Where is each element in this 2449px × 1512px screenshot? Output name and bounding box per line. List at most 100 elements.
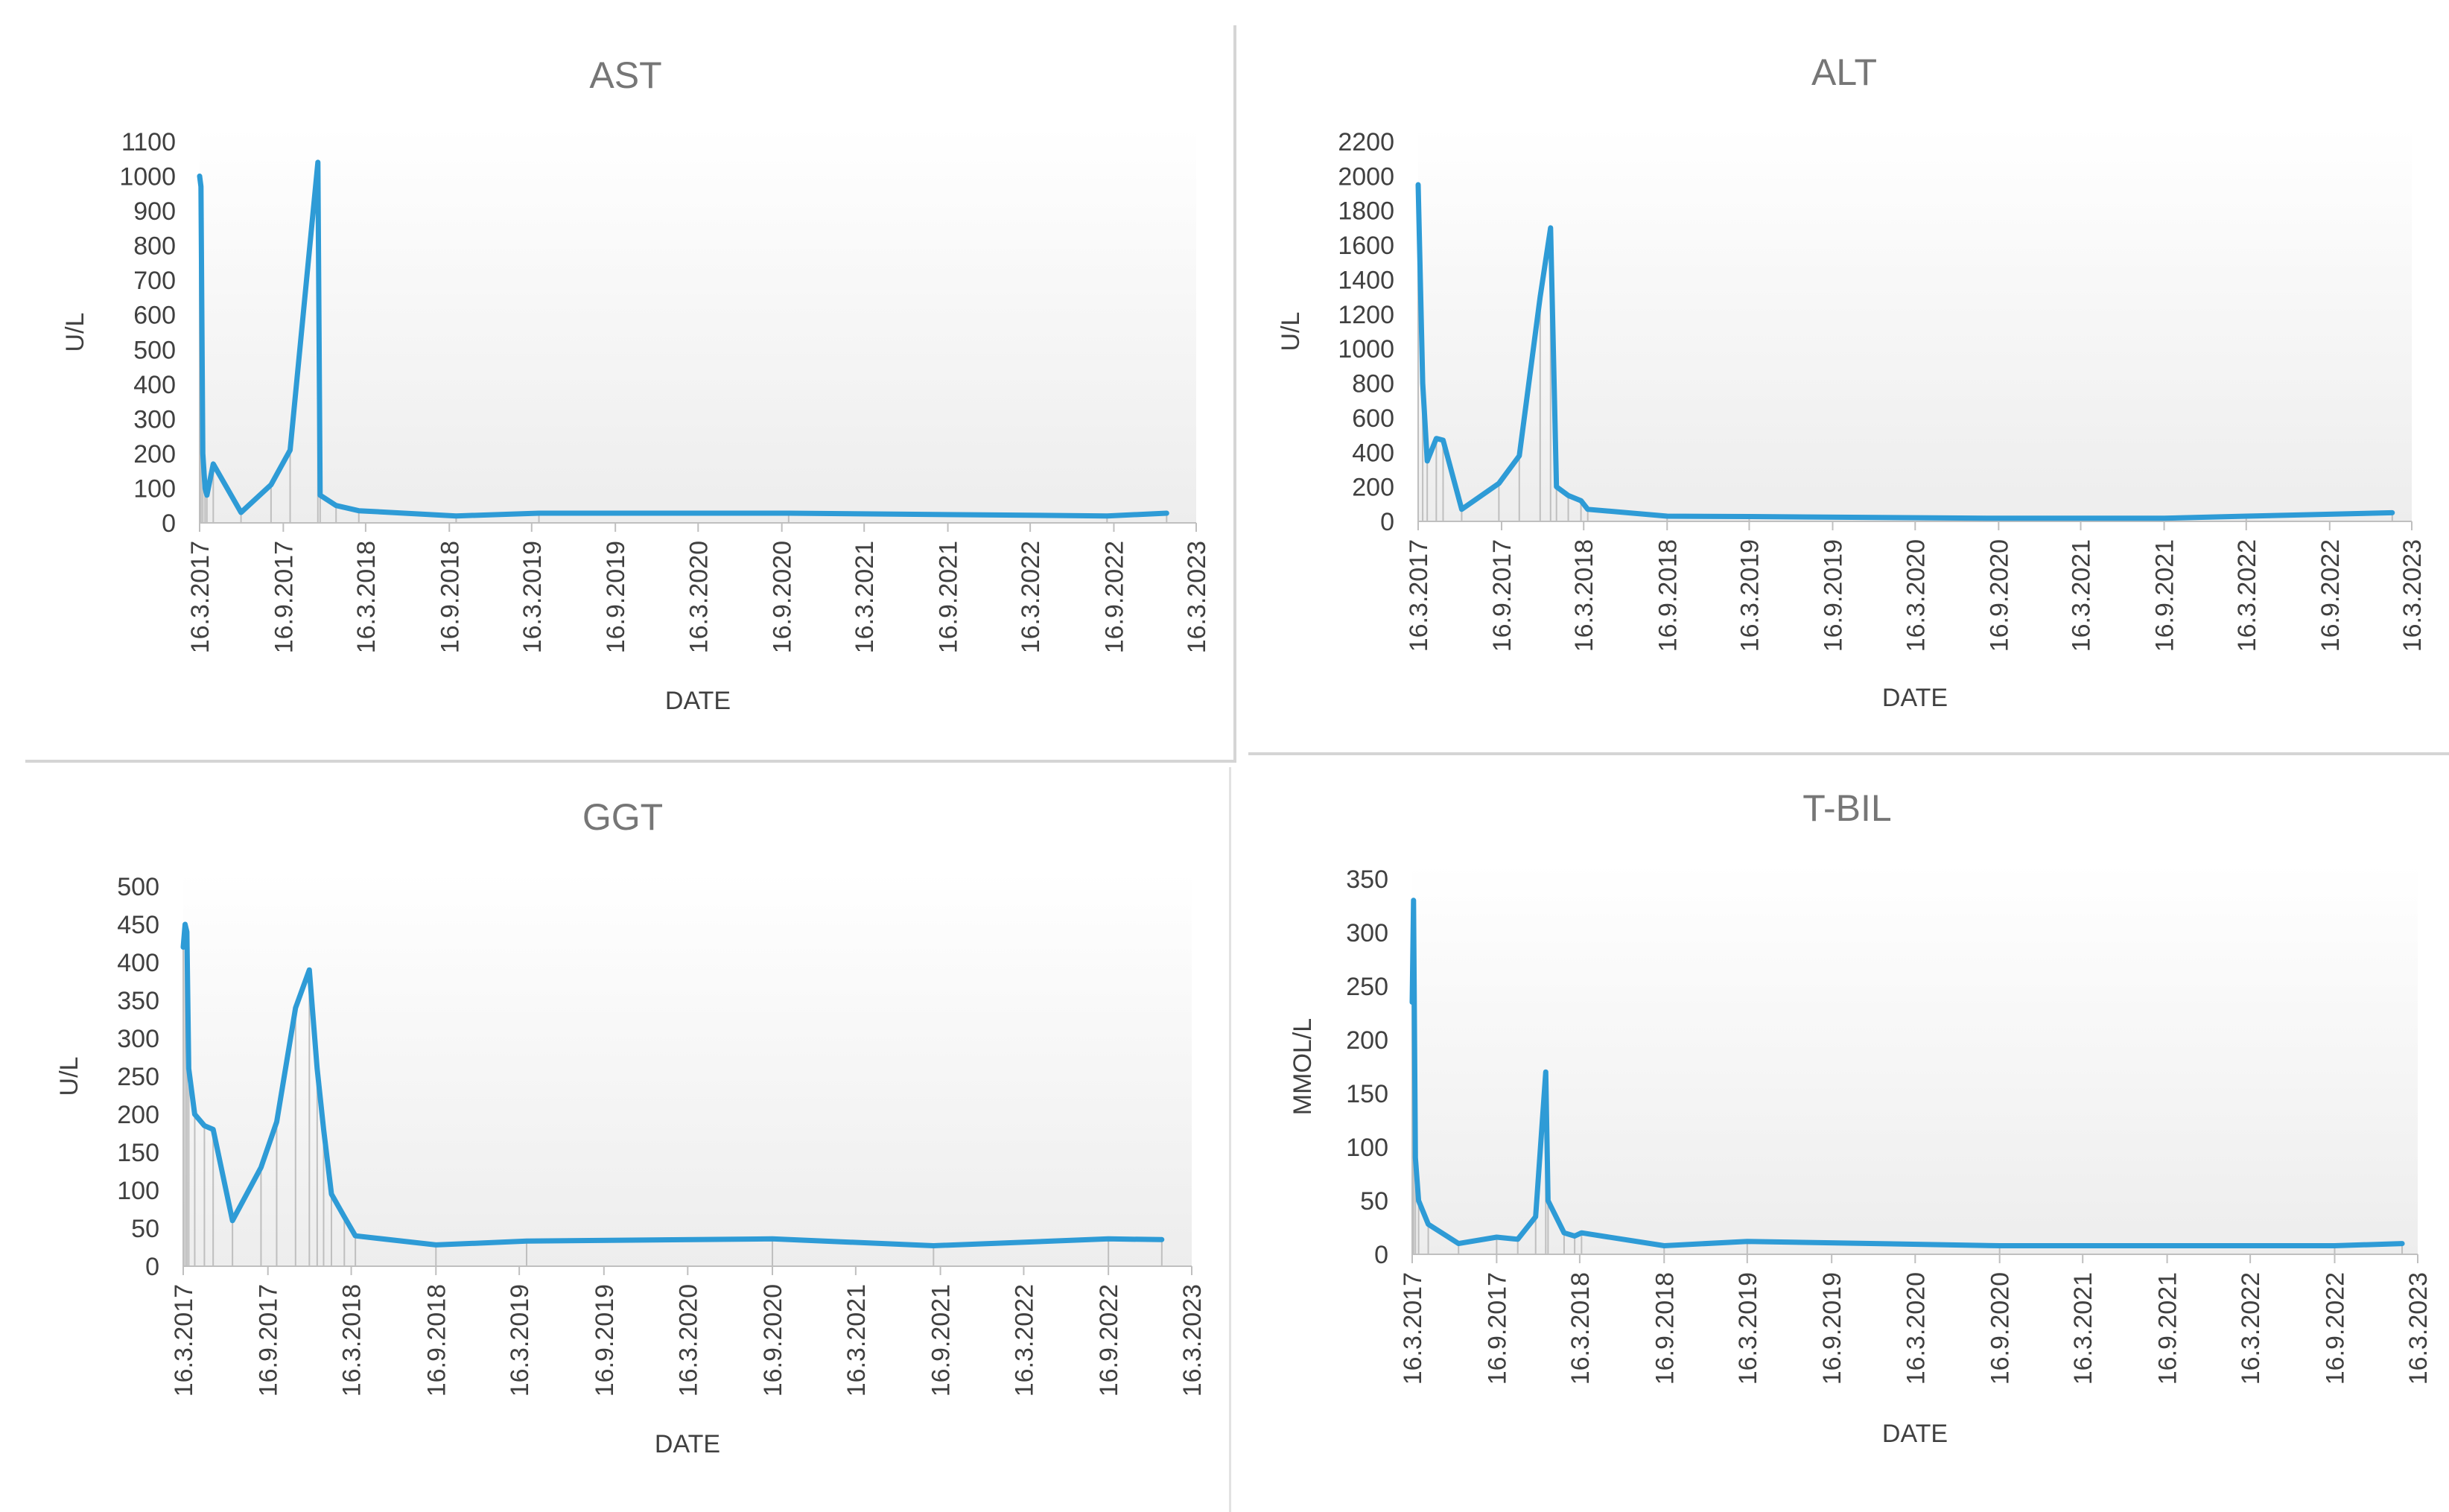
alt-data-point bbox=[1666, 515, 1668, 517]
tbil-data-point bbox=[1411, 1002, 1413, 1003]
ggt-x-axis-label: DATE bbox=[655, 1430, 720, 1458]
alt-y-tick-label: 1400 bbox=[1338, 266, 1394, 294]
ggt-data-point bbox=[188, 1068, 189, 1070]
alt-x-tick-label: 16.9.2021 bbox=[2151, 539, 2179, 652]
ggt-x-tick-label: 16.9.2020 bbox=[759, 1284, 787, 1397]
alt-y-tick-label: 2200 bbox=[1338, 128, 1394, 156]
ggt-y-tick-label: 450 bbox=[117, 911, 159, 939]
alt-y-tick-label: 800 bbox=[1352, 370, 1394, 398]
alt-x-tick-label: 16.3.2019 bbox=[1735, 539, 1764, 652]
ast-data-point bbox=[212, 463, 214, 465]
ggt-x-tick-label: 16.3.2019 bbox=[506, 1284, 534, 1397]
alt-y-tick-label: 1000 bbox=[1338, 335, 1394, 363]
alt-x-tick-label: 16.9.2019 bbox=[1819, 539, 1847, 652]
alt-x-tick-label: 16.3.2018 bbox=[1570, 539, 1598, 652]
ast-x-axis-label: DATE bbox=[665, 687, 731, 715]
tbil-data-point bbox=[1496, 1236, 1497, 1238]
ast-data-point bbox=[1106, 515, 1108, 517]
tbil-data-point bbox=[1999, 1245, 2001, 1246]
ast-x-tick-label: 16.3.2018 bbox=[352, 541, 381, 653]
ggt-y-tick-label: 200 bbox=[117, 1101, 159, 1129]
ggt-plot-area bbox=[183, 871, 1192, 1266]
alt-y-tick-label: 1800 bbox=[1338, 197, 1394, 226]
ast-y-tick-label: 100 bbox=[133, 474, 176, 503]
ast-x-tick-label: 16.3.2022 bbox=[1017, 541, 1045, 653]
tbil-x-tick-label: 16.3.2021 bbox=[2069, 1272, 2097, 1385]
ggt-x-tick-label: 16.9.2019 bbox=[591, 1284, 619, 1397]
alt-x-tick-label: 16.3.2021 bbox=[2068, 539, 2096, 652]
tbil-x-tick-label: 16.9.2018 bbox=[1651, 1272, 1679, 1385]
ggt-data-point bbox=[232, 1220, 233, 1222]
alt-x-tick-label: 16.3.2017 bbox=[1405, 539, 1433, 652]
ggt-x-tick-label: 16.9.2022 bbox=[1095, 1284, 1123, 1397]
tbil-y-tick-label: 300 bbox=[1346, 919, 1388, 947]
ggt-data-point bbox=[212, 1128, 214, 1130]
alt-x-tick-label: 16.9.2017 bbox=[1488, 539, 1516, 652]
alt-y-tick-label: 2000 bbox=[1338, 162, 1394, 191]
alt-plot-area bbox=[1418, 127, 2412, 521]
ggt-x-tick-label: 16.3.2022 bbox=[1010, 1284, 1038, 1397]
tbil-x-tick-label: 16.3.2019 bbox=[1734, 1272, 1762, 1385]
tbil-x-tick-label: 16.9.2021 bbox=[2154, 1272, 2182, 1385]
ggt-data-point bbox=[308, 969, 310, 971]
tbil-y-tick-label: 200 bbox=[1346, 1026, 1388, 1055]
tbil-x-tick-label: 16.3.2020 bbox=[1902, 1272, 1930, 1385]
tbil-y-tick-label: 150 bbox=[1346, 1080, 1388, 1108]
panel-divider-horizontal-right bbox=[1248, 752, 2449, 755]
ast-chart-title: AST bbox=[589, 54, 661, 96]
ggt-data-point bbox=[186, 931, 188, 933]
tbil-data-point bbox=[1414, 1157, 1416, 1158]
ggt-y-tick-label: 0 bbox=[145, 1253, 159, 1281]
ggt-y-tick-label: 50 bbox=[131, 1215, 159, 1243]
alt-y-tick-label: 0 bbox=[1380, 508, 1394, 536]
ast-y-tick-label: 200 bbox=[133, 440, 176, 468]
tbil-x-tick-label: 16.3.2017 bbox=[1399, 1272, 1427, 1385]
ggt-x-tick-label: 16.9.2021 bbox=[927, 1284, 956, 1397]
ast-y-tick-label: 1000 bbox=[119, 163, 176, 191]
ast-data-point bbox=[270, 484, 272, 486]
tbil-x-tick-label: 16.3.2018 bbox=[1566, 1272, 1595, 1385]
ast-x-tick-label: 16.9.2017 bbox=[270, 541, 298, 653]
alt-chart-title: ALT bbox=[1811, 51, 1877, 93]
ast-x-tick-label: 16.9.2021 bbox=[935, 541, 963, 653]
ast-data-point bbox=[200, 186, 202, 188]
tbil-x-axis-label: DATE bbox=[1882, 1420, 1948, 1448]
ggt-x-tick-label: 16.3.2021 bbox=[842, 1284, 871, 1397]
tbil-plot-area bbox=[1412, 864, 2418, 1254]
ggt-y-tick-label: 350 bbox=[117, 987, 159, 1015]
ast-series-line bbox=[197, 159, 1169, 519]
ast-x-tick-label: 16.9.2020 bbox=[769, 541, 797, 653]
tbil-y-tick-label: 50 bbox=[1360, 1187, 1388, 1216]
alt-data-point bbox=[1417, 184, 1419, 185]
panel-divider-vertical bbox=[1233, 25, 1236, 763]
alt-series-line bbox=[1415, 182, 2395, 521]
ast-y-tick-label: 0 bbox=[162, 509, 176, 538]
alt-y-tick-label: 600 bbox=[1352, 404, 1394, 433]
ast-y-axis-label: U/L bbox=[61, 313, 89, 352]
tbil-y-tick-label: 250 bbox=[1346, 973, 1388, 1001]
ast-x-tick-label: 16.9.2022 bbox=[1100, 541, 1128, 653]
ggt-x-tick-label: 16.9.2018 bbox=[422, 1284, 451, 1397]
ast-data-point bbox=[204, 487, 206, 489]
tbil-y-tick-label: 100 bbox=[1346, 1134, 1388, 1162]
ggt-data-point bbox=[194, 1114, 195, 1115]
ggt-data-point bbox=[323, 1128, 324, 1130]
ggt-x-tick-label: 16.3.2023 bbox=[1178, 1284, 1207, 1397]
alt-x-tick-label: 16.9.2018 bbox=[1654, 539, 1682, 652]
ggt-y-tick-label: 250 bbox=[117, 1063, 159, 1091]
tbil-x-tick-label: 16.9.2020 bbox=[1986, 1272, 2015, 1385]
alt-y-tick-label: 1600 bbox=[1338, 232, 1394, 260]
tbil-x-tick-label: 16.9.2017 bbox=[1483, 1272, 1511, 1385]
ast-data-point bbox=[455, 515, 457, 517]
tbil-chart-title: T-BIL bbox=[1802, 787, 1891, 829]
ast-x-tick-label: 16.3.2017 bbox=[186, 541, 215, 653]
alt-x-tick-label: 16.3.2020 bbox=[1902, 539, 1930, 652]
ast-y-tick-label: 500 bbox=[133, 336, 176, 364]
alt-data-point bbox=[1748, 516, 1750, 518]
alt-data-point bbox=[1435, 438, 1437, 439]
alt-data-point bbox=[1550, 227, 1551, 229]
